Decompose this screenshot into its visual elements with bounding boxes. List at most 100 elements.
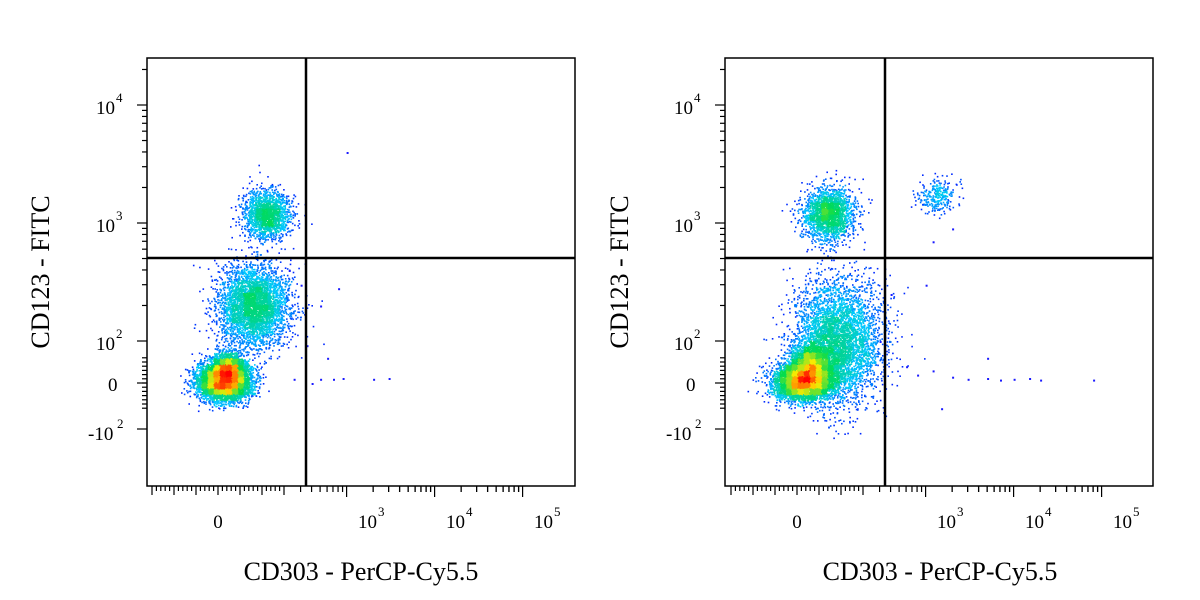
event-dot — [195, 374, 197, 377]
event-dot — [208, 401, 210, 403]
event-dot — [229, 397, 232, 400]
event-dot — [234, 402, 236, 404]
event-dot — [238, 391, 240, 394]
event-dot — [195, 387, 198, 390]
event-dot — [229, 402, 232, 405]
event-dot — [205, 383, 208, 385]
event-dot — [233, 400, 235, 403]
event-dot — [259, 362, 261, 365]
event-dot — [196, 368, 198, 371]
event-dot — [196, 382, 199, 385]
event-dot — [196, 392, 198, 395]
event-dot — [202, 397, 204, 400]
event-dot — [216, 400, 218, 403]
event-dot — [204, 388, 206, 390]
event-dot — [256, 386, 258, 388]
event-dot — [194, 378, 197, 380]
event-dot — [222, 399, 225, 401]
event-dot — [248, 399, 250, 402]
event-dot — [250, 385, 252, 388]
event-dot — [257, 374, 260, 377]
event-dot — [202, 381, 204, 384]
event-dot — [260, 377, 262, 380]
event-dot — [190, 386, 193, 389]
event-dot — [203, 387, 205, 390]
event-dot — [186, 382, 189, 385]
event-dot — [239, 401, 241, 404]
event-dot — [199, 385, 201, 387]
event-dot — [205, 376, 207, 379]
event-dot — [229, 395, 232, 398]
event-dot — [230, 405, 233, 407]
event-dot — [212, 394, 214, 396]
event-dot — [218, 408, 221, 410]
event-dot — [232, 391, 234, 393]
event-dot — [202, 374, 204, 376]
event-dot — [206, 381, 208, 384]
event-dot — [249, 375, 252, 377]
event-dot — [257, 392, 259, 394]
event-dot — [251, 384, 254, 386]
event-dot — [191, 373, 194, 376]
event-dot — [203, 386, 206, 388]
event-dot — [247, 402, 250, 404]
event-dot — [242, 394, 244, 397]
event-dot — [186, 369, 189, 371]
event-dot — [240, 395, 242, 398]
event-dot — [216, 403, 218, 405]
event-dot — [198, 352, 201, 355]
event-dot — [241, 401, 244, 404]
event-dot — [191, 381, 194, 384]
event-dot — [250, 372, 253, 375]
event-dot — [220, 404, 222, 407]
event-dot — [252, 372, 255, 374]
event-dot — [200, 388, 202, 390]
event-dot — [255, 395, 258, 397]
event-dot — [241, 393, 244, 396]
event-dot — [245, 387, 248, 389]
event-dot — [253, 385, 255, 388]
event-dot — [209, 400, 211, 402]
event-dot — [193, 384, 195, 386]
event-dot — [197, 375, 199, 378]
event-dot — [183, 381, 186, 384]
event-dot — [250, 382, 252, 384]
event-dot — [202, 364, 205, 367]
event-dot — [245, 368, 247, 370]
event-dot — [198, 388, 200, 390]
event-dot — [203, 361, 206, 364]
event-dot — [208, 390, 210, 393]
event-dot — [212, 398, 215, 400]
event-dot — [197, 393, 200, 396]
event-dot — [199, 369, 202, 372]
event-dot — [222, 400, 224, 403]
event-dot — [201, 395, 203, 398]
event-dot — [207, 358, 209, 360]
event-dot — [257, 390, 259, 392]
event-dot — [219, 398, 221, 400]
event-dot — [241, 395, 244, 398]
event-dot — [239, 355, 241, 357]
event-dot — [232, 405, 235, 408]
event-dot — [196, 377, 198, 379]
event-dot — [258, 392, 260, 394]
event-dot — [193, 393, 196, 396]
event-dot — [210, 398, 212, 400]
event-dot — [199, 372, 201, 375]
event-dot — [196, 374, 198, 376]
event-dot — [209, 389, 211, 391]
event-dot — [205, 388, 208, 391]
event-dot — [236, 385, 239, 388]
event-dot — [211, 398, 213, 401]
event-dot — [192, 378, 195, 380]
event-dot — [237, 399, 240, 401]
event-dot — [203, 402, 206, 405]
event-dot — [211, 396, 213, 399]
event-dot — [192, 374, 195, 376]
event-dot — [203, 401, 206, 404]
event-dot — [248, 368, 250, 371]
event-dot — [210, 396, 212, 398]
event-dot — [202, 365, 204, 368]
event-dot — [188, 370, 190, 372]
event-dot — [232, 402, 234, 404]
